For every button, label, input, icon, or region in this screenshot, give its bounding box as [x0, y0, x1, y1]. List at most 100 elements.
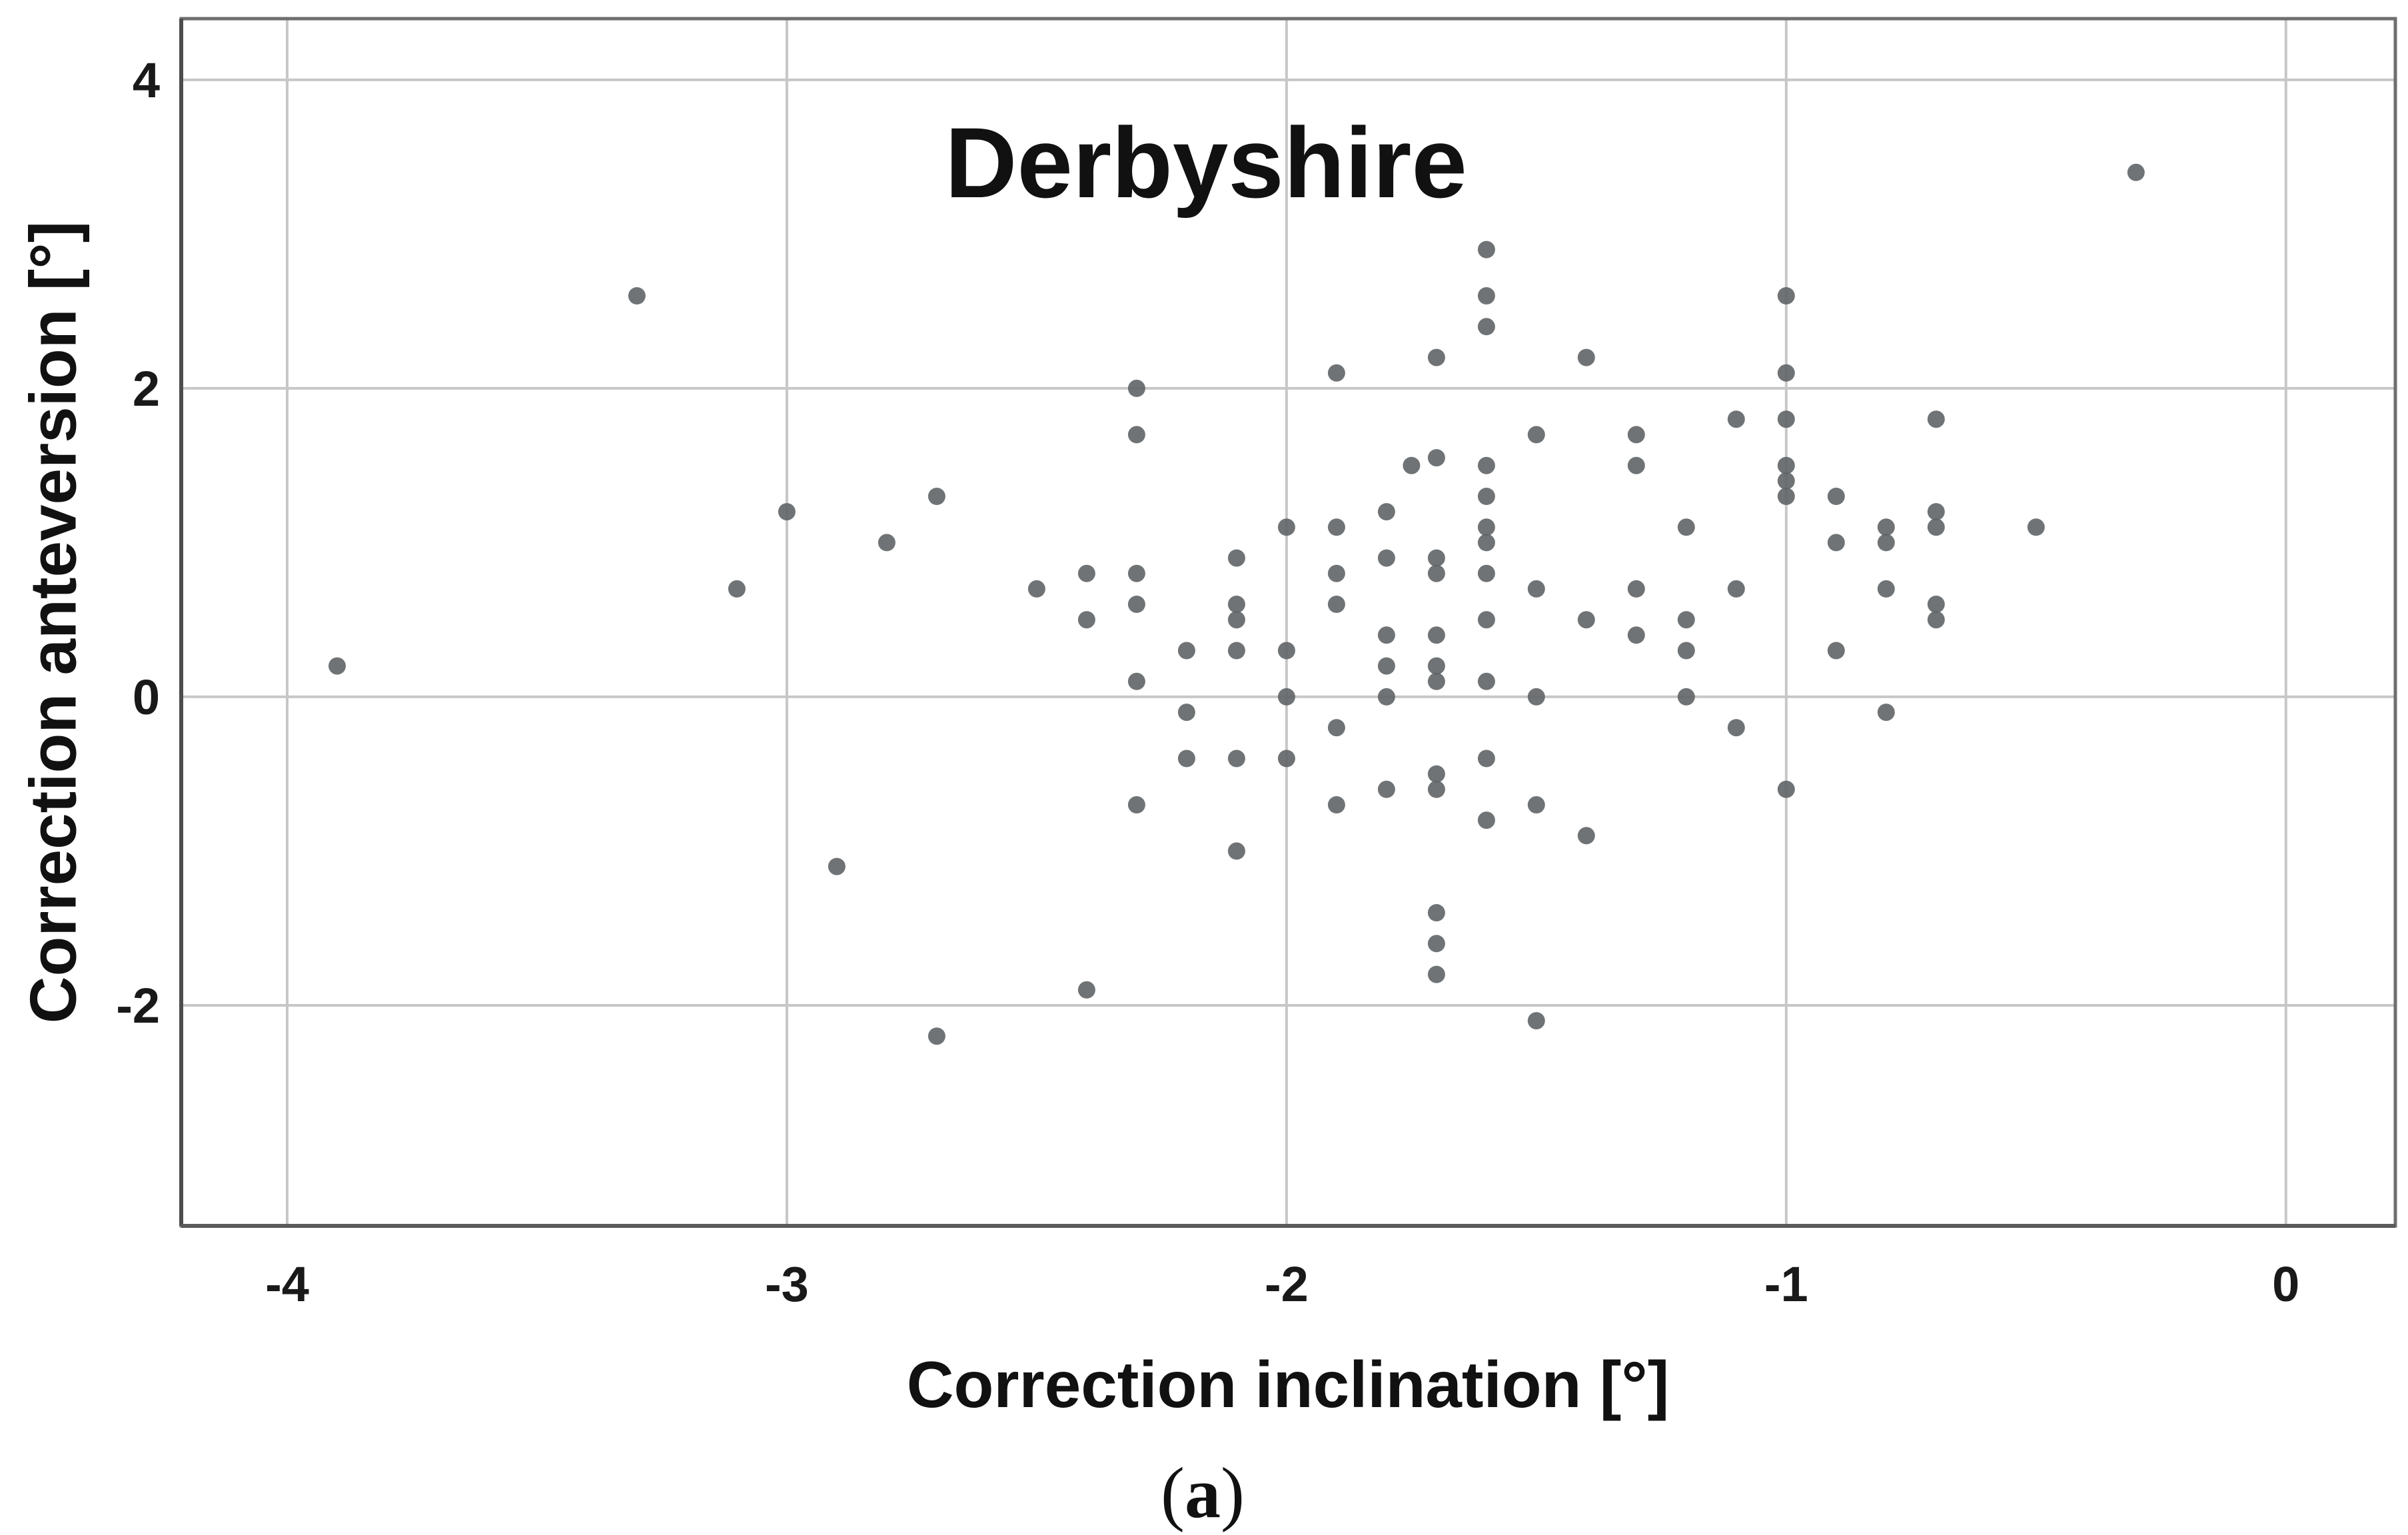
data-point: [927, 488, 945, 505]
data-point: [1877, 704, 1895, 722]
data-point: [1127, 426, 1145, 444]
data-point: [1877, 518, 1895, 536]
caption-paren-close: ): [1221, 1454, 1245, 1533]
caption-paren-open: (: [1161, 1454, 1185, 1533]
data-point: [1027, 580, 1045, 598]
data-point: [1577, 348, 1595, 366]
data-point: [1327, 518, 1345, 536]
x-tick-label: -4: [265, 1257, 309, 1312]
data-point: [1777, 472, 1795, 490]
data-point: [1327, 719, 1345, 737]
data-point: [1077, 611, 1095, 629]
data-point: [1577, 611, 1595, 629]
data-point: [2127, 163, 2145, 181]
data-point: [1877, 580, 1895, 598]
data-point: [2027, 518, 2045, 536]
x-tick-label: -3: [765, 1257, 809, 1312]
data-point: [1477, 241, 1495, 258]
data-point: [828, 857, 846, 875]
chart-title: Derbyshire: [945, 107, 1467, 219]
data-point: [1527, 1012, 1545, 1030]
data-point: [1727, 580, 1745, 598]
data-point: [1477, 534, 1495, 552]
data-point: [1827, 642, 1845, 660]
data-point: [1577, 827, 1595, 845]
data-point: [1277, 750, 1295, 768]
caption-letter: a: [1185, 1454, 1221, 1533]
data-point: [1677, 518, 1695, 536]
data-point: [1077, 981, 1095, 999]
data-point: [1477, 611, 1495, 629]
data-point: [1427, 780, 1445, 798]
data-point: [1777, 488, 1795, 505]
y-axis-label: Correction anteversion [°]: [16, 221, 90, 1024]
data-point: [1427, 348, 1445, 366]
data-point: [1327, 564, 1345, 582]
data-point: [1877, 534, 1895, 552]
data-point: [1427, 765, 1445, 783]
data-point: [1403, 456, 1421, 474]
y-tick-label: 4: [132, 52, 160, 108]
data-point: [1127, 379, 1145, 397]
data-point: [1827, 534, 1845, 552]
data-point: [1227, 611, 1245, 629]
data-point: [1927, 410, 1945, 428]
data-point: [628, 287, 646, 304]
data-point: [778, 503, 796, 521]
data-point: [1227, 549, 1245, 567]
data-point: [1377, 549, 1395, 567]
data-point: [1127, 596, 1145, 613]
data-point: [1527, 580, 1545, 598]
data-point: [1277, 642, 1295, 660]
data-point: [878, 534, 896, 552]
data-point: [1227, 842, 1245, 860]
data-point: [1177, 704, 1195, 722]
data-point: [1477, 518, 1495, 536]
data-point: [1427, 657, 1445, 675]
data-point: [1627, 426, 1645, 444]
data-point: [1127, 564, 1145, 582]
x-tick-label: -2: [1264, 1257, 1309, 1312]
data-point: [328, 657, 346, 675]
data-point: [1677, 688, 1695, 706]
data-point: [1377, 688, 1395, 706]
data-point: [1827, 488, 1845, 505]
x-axis-label: Correction inclination [°]: [906, 1348, 1670, 1421]
data-point: [1327, 796, 1345, 813]
data-point: [728, 580, 746, 598]
data-point: [1427, 672, 1445, 690]
data-point: [1327, 364, 1345, 382]
subfigure-caption: (a): [1161, 1452, 1245, 1535]
data-point: [1377, 626, 1395, 644]
data-point: [1427, 965, 1445, 983]
data-point: [1477, 564, 1495, 582]
data-point: [1677, 642, 1695, 660]
data-point: [1377, 657, 1395, 675]
data-point: [1127, 672, 1145, 690]
data-point: [1427, 549, 1445, 567]
data-point: [1427, 935, 1445, 953]
x-tick-label: 0: [2272, 1257, 2300, 1312]
data-point: [1477, 750, 1495, 768]
data-point: [1777, 456, 1795, 474]
data-point: [1227, 596, 1245, 613]
data-point: [1777, 410, 1795, 428]
data-point: [1477, 287, 1495, 304]
data-point: [1777, 364, 1795, 382]
x-tick-label: -1: [1764, 1257, 1808, 1312]
data-point: [1227, 750, 1245, 768]
data-point: [1677, 611, 1695, 629]
data-point: [1477, 811, 1495, 829]
data-point: [1777, 287, 1795, 304]
data-point: [1627, 580, 1645, 598]
data-point: [1627, 626, 1645, 644]
data-point: [1727, 719, 1745, 737]
y-tick-label: 0: [132, 669, 160, 725]
data-point: [1527, 688, 1545, 706]
data-point: [1277, 688, 1295, 706]
data-point: [1927, 611, 1945, 629]
data-point: [1427, 626, 1445, 644]
data-point: [1427, 904, 1445, 921]
